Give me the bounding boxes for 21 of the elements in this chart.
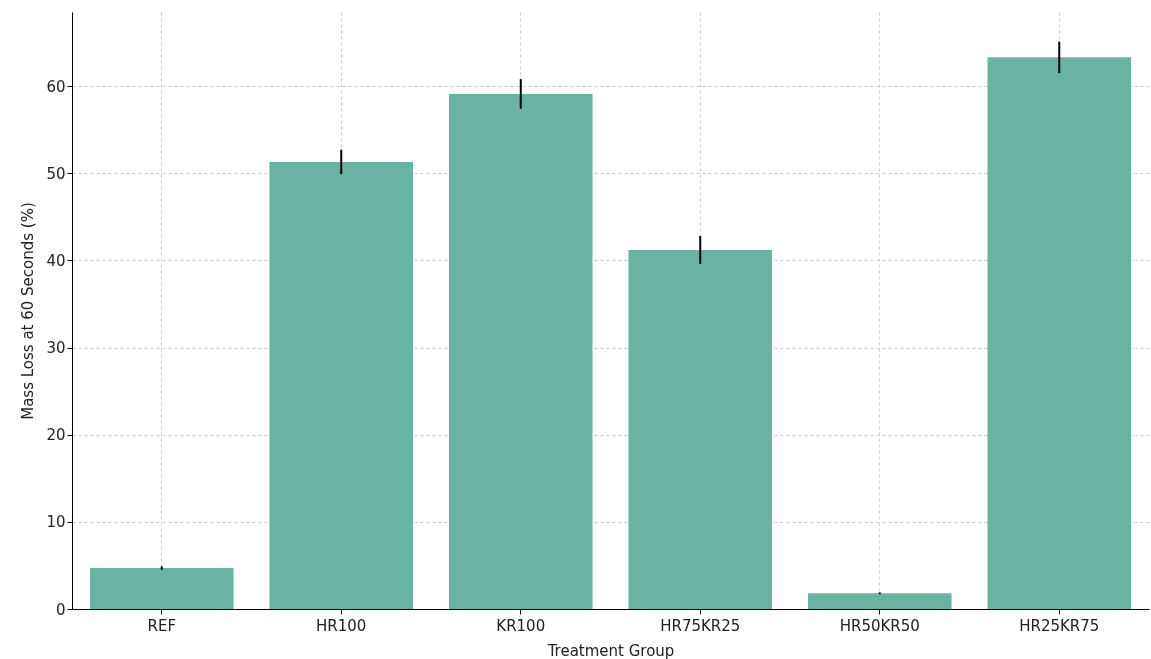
y-tick-label: 40 xyxy=(46,251,66,270)
bar xyxy=(448,93,593,609)
y-tick-label: 60 xyxy=(46,77,66,96)
x-tick-label: HR100 xyxy=(316,616,367,635)
bar xyxy=(807,593,952,609)
x-tick-label: HR50KR50 xyxy=(839,616,920,635)
bar xyxy=(269,161,414,609)
x-axis-title: Treatment Group xyxy=(546,641,675,659)
bar xyxy=(987,57,1132,609)
y-tick-label: 30 xyxy=(46,339,66,358)
y-axis-title: Mass Loss at 60 Seconds (%) xyxy=(19,202,38,420)
x-tick-label: HR75KR25 xyxy=(660,616,741,635)
y-tick-label: 50 xyxy=(46,164,66,183)
y-tick-label: 20 xyxy=(46,426,66,445)
y-tick-label: 10 xyxy=(46,513,66,532)
bar xyxy=(89,568,234,609)
bar xyxy=(628,249,773,609)
x-tick-label: KR100 xyxy=(496,616,546,635)
y-tick-label: 0 xyxy=(55,600,66,619)
x-tick-label: HR25KR75 xyxy=(1019,616,1100,635)
x-tick-label: REF xyxy=(147,616,177,635)
